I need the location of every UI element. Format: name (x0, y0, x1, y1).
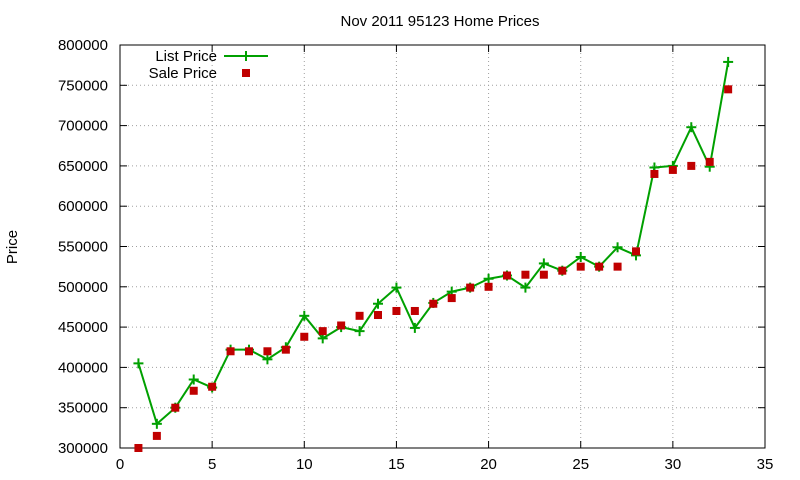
x-tick-label: 35 (757, 456, 774, 473)
data-point (503, 271, 511, 280)
data-point (723, 56, 734, 67)
data-point (281, 345, 290, 354)
data-point (558, 266, 567, 275)
chart-title: Nov 2011 95123 Home Prices (341, 13, 540, 30)
data-point (318, 327, 327, 336)
data-point (354, 326, 365, 337)
data-point (392, 306, 401, 315)
series-list-price (133, 56, 734, 429)
data-series (133, 56, 734, 452)
data-point (613, 262, 622, 271)
x-tick-label: 25 (572, 456, 589, 473)
y-tick-label: 300000 (58, 440, 108, 457)
data-point (171, 403, 180, 412)
y-tick-label: 650000 (58, 158, 108, 175)
data-point (576, 262, 585, 271)
data-point (355, 311, 364, 320)
data-point (409, 322, 420, 333)
data-point (429, 299, 438, 308)
data-point (208, 382, 217, 391)
data-point (483, 273, 494, 284)
data-point (612, 242, 623, 253)
data-point (300, 332, 309, 341)
data-point (188, 374, 199, 385)
series-sale-price (134, 85, 733, 452)
plot-frame (119, 44, 766, 449)
data-point (724, 85, 733, 94)
series-line (137, 61, 730, 425)
y-tick-label: 350000 (58, 400, 108, 417)
data-point (373, 298, 383, 309)
y-tick-label: 700000 (58, 118, 108, 135)
data-point (151, 418, 162, 429)
data-point (152, 431, 161, 440)
x-tick-labels: 0 5 10 15 20 25 30 35 (116, 456, 774, 473)
legend-label: List Price (155, 48, 217, 65)
data-point (686, 122, 697, 133)
y-tick-labels: 300000 350000 400000 450000 500000 550000 6000… (58, 37, 108, 457)
x-tick-label: 30 (665, 456, 682, 473)
x-tick-label: 5 (208, 456, 216, 473)
x-tick-label: 20 (480, 456, 497, 473)
data-point (650, 169, 659, 178)
data-point (632, 247, 640, 256)
x-tick-label: 0 (116, 456, 124, 473)
data-point (687, 161, 696, 170)
data-point (521, 270, 530, 279)
data-point (539, 270, 548, 279)
data-point (262, 354, 273, 365)
x-tick-label: 10 (296, 456, 313, 473)
y-tick-label: 500000 (58, 279, 108, 296)
data-point (133, 358, 144, 369)
data-point (189, 386, 198, 395)
x-tick-label: 15 (388, 456, 405, 473)
data-point (705, 157, 714, 166)
data-point (410, 306, 419, 315)
legend-marker (241, 51, 251, 61)
data-point (263, 347, 272, 356)
y-axis-label: Price (4, 230, 21, 264)
data-point (538, 258, 549, 269)
y-tick-label: 800000 (58, 37, 108, 54)
data-point (447, 294, 456, 303)
data-point (245, 347, 253, 356)
data-point (337, 321, 346, 330)
y-tick-label: 550000 (58, 239, 108, 256)
y-tick-label: 400000 (58, 359, 108, 376)
data-point (226, 347, 235, 356)
y-tick-label: 750000 (58, 77, 108, 94)
legend-label: Sale Price (149, 65, 217, 82)
data-point (374, 311, 382, 320)
data-point (134, 444, 143, 452)
data-point (484, 282, 493, 291)
y-tick-label: 600000 (58, 198, 108, 215)
y-tick-label: 450000 (58, 319, 108, 336)
data-point (299, 310, 310, 321)
data-point (668, 165, 677, 174)
data-point (595, 262, 604, 271)
data-point (575, 251, 586, 262)
legend-marker (242, 69, 250, 77)
data-point (466, 283, 475, 292)
data-point (520, 282, 531, 293)
data-point (391, 282, 402, 293)
